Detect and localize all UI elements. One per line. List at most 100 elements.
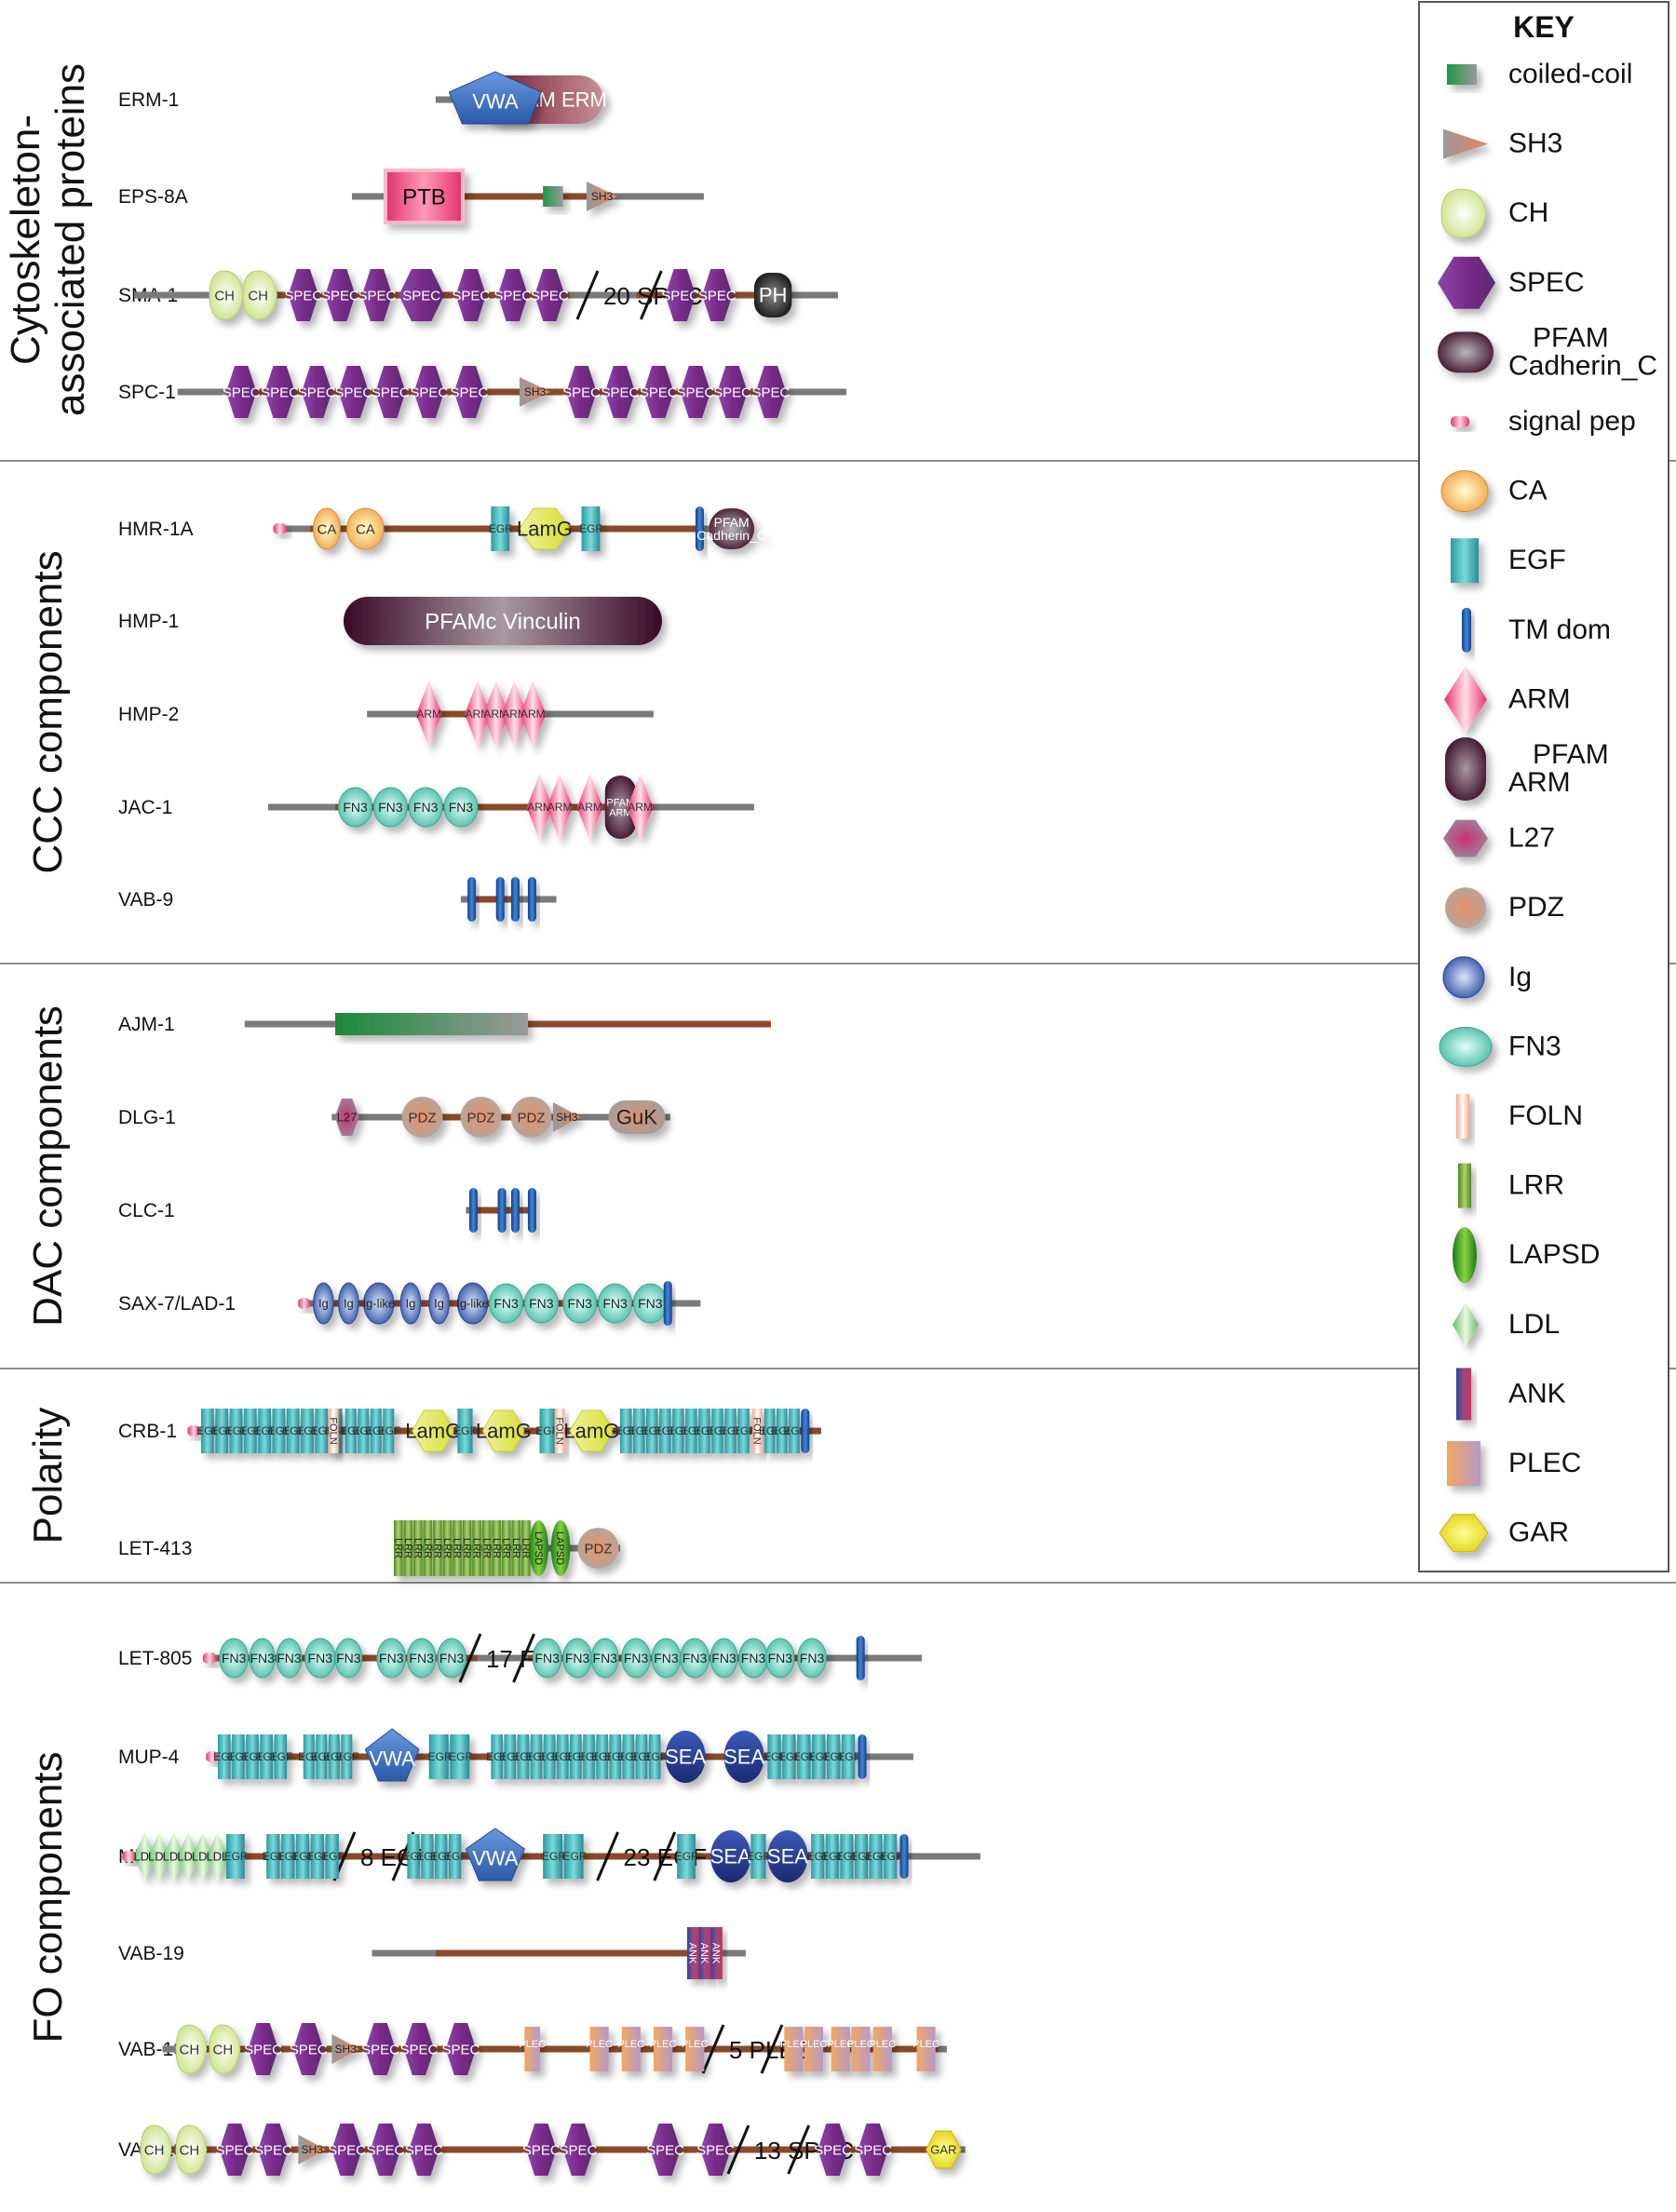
domain-pdz: PDZ: [510, 1097, 552, 1138]
key-item: TM dom: [1462, 607, 1611, 653]
spec-hexagon: [526, 2124, 557, 2176]
egf-rect: [711, 1409, 723, 1453]
domain-label: SPEC: [284, 288, 322, 303]
tm-bar: [801, 1409, 810, 1453]
domain-plec: [1447, 1441, 1480, 1486]
sh3-triangle: [298, 2135, 326, 2165]
domain-label: EGF: [807, 1850, 831, 1863]
protein-row: LET-413 LRRLRRLRRLRRLRRLRRLRRLRRLRRLRRLRR…: [118, 1520, 620, 1576]
domain-label: SPEC: [661, 288, 699, 303]
domain-label: LamG: [563, 1420, 619, 1443]
fn3-ellipse: [372, 787, 408, 828]
egf-rect: [301, 1409, 314, 1453]
egf-rect: [225, 1834, 245, 1879]
domain-label: EGF: [563, 1850, 587, 1863]
fn3-ellipse: [710, 1638, 738, 1679]
key-item: FN3: [1439, 1026, 1561, 1067]
domain-label: LamG: [476, 1420, 532, 1443]
domain-ch: CH: [175, 2024, 208, 2074]
domain-sea: SEA: [665, 1731, 706, 1783]
domain-ank: ANK: [686, 1927, 699, 1979]
tm-bar: [495, 877, 505, 922]
sea-ellipse: [723, 1731, 764, 1783]
key-label: coiled-coil: [1508, 59, 1632, 89]
vwa-pentagon: [364, 1728, 420, 1782]
egf-rect: [543, 1834, 563, 1879]
vwa-pentagon: [465, 1828, 525, 1882]
sea-ellipse: [767, 1830, 808, 1882]
egf-rect: [632, 1409, 645, 1453]
domain-label: EGF: [211, 1424, 235, 1437]
domain-label: FN3: [534, 1651, 560, 1666]
ig-ellipse: [313, 1282, 334, 1325]
domain-spec: SPEC: [400, 2023, 439, 2075]
plec-rect: [524, 2027, 540, 2071]
domain-label: FN3: [602, 1296, 628, 1311]
domain-spec: SPEC: [405, 2124, 443, 2176]
domain-spec: SPEC: [334, 366, 372, 418]
domain-label: EGF: [565, 1750, 588, 1763]
domain-label: EGF: [268, 1424, 291, 1437]
domain-label: EGF: [428, 1750, 452, 1763]
domain-label: EGF: [778, 1750, 802, 1763]
break-slash: [458, 1633, 482, 1683]
domain-label: EGF: [340, 1424, 363, 1437]
domain-label: PLEC: [682, 2039, 709, 2050]
ank-rect: [686, 1927, 699, 1979]
domain-label: CH: [213, 2042, 234, 2057]
domain-tm: [858, 1734, 867, 1779]
spec-hexagon: [258, 2124, 289, 2176]
guk-capsule: [608, 1100, 666, 1134]
egf-rect: [570, 1734, 582, 1779]
domain-label: FN3: [768, 1651, 793, 1666]
key-item: CH: [1440, 188, 1548, 238]
domain-ig: Ig: [428, 1282, 450, 1325]
domain-label: PLEC: [801, 2039, 828, 2050]
spec-hexagon: [445, 2023, 477, 2075]
egf-rect: [315, 1409, 329, 1453]
plec-rect: [589, 2027, 609, 2071]
domain-label: Ig: [406, 1297, 416, 1311]
spec-hexagon: [643, 366, 674, 418]
domain-pdz: PDZ: [401, 1097, 443, 1138]
protein-name: SAX-7/LAD-1: [118, 1293, 236, 1315]
domain-label: SPEC: [452, 288, 490, 303]
protein-row: SAX-7/LAD-1 Ig Ig Ig-like Ig Ig Ig-like FN3 FN3 F…: [118, 1281, 701, 1326]
egf-rect: [450, 1734, 470, 1779]
domain-tm: [801, 1409, 810, 1453]
protein-name: LET-413: [118, 1538, 192, 1559]
domain-pdz: PDZ: [577, 1528, 619, 1569]
egf-rect: [232, 1734, 245, 1779]
lrr-rect: [442, 1520, 453, 1576]
protein-name: DLG-1: [118, 1107, 176, 1128]
fn3-ellipse: [406, 1638, 437, 1679]
key-item: GAR: [1439, 1514, 1569, 1553]
tm-bar: [510, 1188, 520, 1233]
plec-rect: [804, 2027, 824, 2071]
key-item: PLEC: [1447, 1441, 1581, 1486]
domain-label: LRR: [402, 1538, 413, 1558]
domain-ajm: [334, 1013, 528, 1035]
protein-row: EPS-8A PTB SH3: [118, 169, 704, 224]
signal-peptide: [122, 1851, 136, 1862]
domain-fn3: FN3: [562, 1638, 592, 1679]
domain-label: SPEC: [334, 384, 372, 400]
ldl-diamond: [148, 1832, 170, 1881]
sh3-triangle: [1443, 128, 1488, 159]
domain-ank: ANK: [698, 1927, 711, 1979]
domain-spec: SPEC: [522, 2124, 561, 2176]
break-slash: [653, 1831, 677, 1882]
domain-label: EGF: [489, 522, 512, 535]
tm-bar: [856, 1636, 865, 1680]
domain-label: EGF: [821, 1850, 845, 1863]
egf-rect: [229, 1409, 243, 1453]
protein-row: CRB-1EGFEGFEGFEGFEGFEGFEGFEGFEGFEGFFOLNE…: [118, 1409, 821, 1453]
domain-label: LAPSD: [554, 1531, 565, 1565]
domain-fn3: FN3: [249, 1638, 276, 1679]
domain-label: LRR: [412, 1538, 423, 1558]
spec-hexagon: [858, 2124, 888, 2176]
key-item: SH3: [1443, 128, 1562, 159]
lamg-hexagon: [412, 1409, 455, 1452]
